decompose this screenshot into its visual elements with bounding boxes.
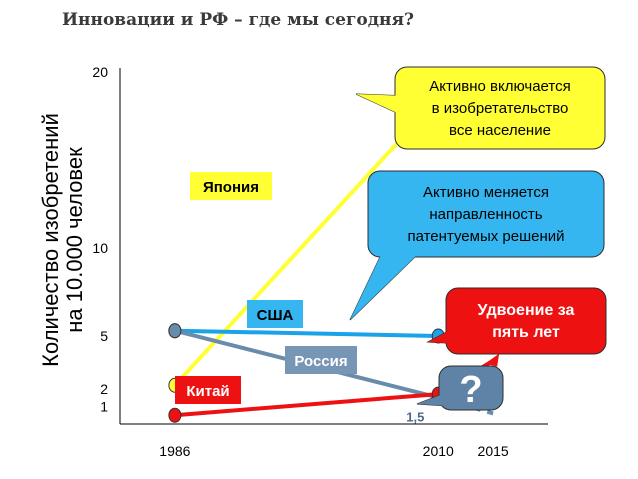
series-tag-bg: [190, 172, 272, 200]
forecast-arrowhead: [485, 353, 500, 367]
russia-callout-box: [438, 365, 504, 411]
russia-callout-tail-fill: [417, 394, 447, 406]
usa-callout-text: Активно меняется: [423, 184, 549, 201]
x-tick-label: 2015: [478, 443, 509, 459]
usa-callout-text: патентуемых решений: [407, 228, 564, 245]
japan-callout-text: Активно включается: [429, 78, 570, 95]
series-tag-label: США: [257, 307, 294, 324]
china-callout: Удвоение за пять лет: [426, 287, 607, 355]
x-tick-label: 2010: [423, 443, 454, 459]
x-tick-label: 1986: [159, 443, 190, 459]
russia-callout: ?: [416, 365, 504, 411]
series-line: [172, 328, 441, 338]
series-tag-label: Япония: [203, 179, 259, 196]
japan-callout-text: все население: [449, 122, 551, 139]
usa-callout: Активно меняется направленность патентуемы…: [349, 170, 605, 321]
y-tick-label: 20: [92, 64, 108, 80]
series-tag-label: Россия: [294, 353, 347, 370]
japan-callout-tail-fill: [356, 94, 408, 118]
series-tag-bg: [285, 346, 357, 374]
series-line: [172, 96, 441, 388]
series-tag-bg: [247, 300, 303, 328]
china-callout-box: [445, 287, 607, 355]
usa-callout-tail-fill: [350, 236, 420, 320]
y-tick-label: 1: [100, 398, 108, 414]
japan-callout-text: в изобретательство: [432, 100, 569, 117]
slide-title: Инновации и РФ – где мы сегодня?: [62, 10, 415, 30]
japan-callout: Активно включается в изобретательство все …: [355, 66, 606, 150]
usa-callout-box: [367, 170, 605, 258]
y-tick-label: 2: [100, 381, 108, 397]
y-axis-label: на 10.000 человек: [62, 147, 87, 333]
y-tick-label: 10: [92, 240, 108, 256]
series-tag-bg: [175, 376, 241, 404]
data-point: [168, 407, 182, 423]
value-label: 1,5: [406, 410, 424, 425]
data-point: [168, 323, 182, 339]
china-callout-text: пять лет: [492, 324, 560, 341]
china-callout-tail-fill: [428, 327, 464, 344]
series-line: [172, 392, 441, 418]
china-callout-text: Удвоение за: [478, 302, 575, 319]
usa-callout-text: направленность: [429, 206, 542, 223]
y-tick-label: 5: [100, 328, 108, 344]
russia-callout-text: ?: [459, 369, 482, 411]
y-axis-label: Количество изобретений: [38, 113, 63, 367]
series-tag-label: Китай: [186, 383, 229, 400]
